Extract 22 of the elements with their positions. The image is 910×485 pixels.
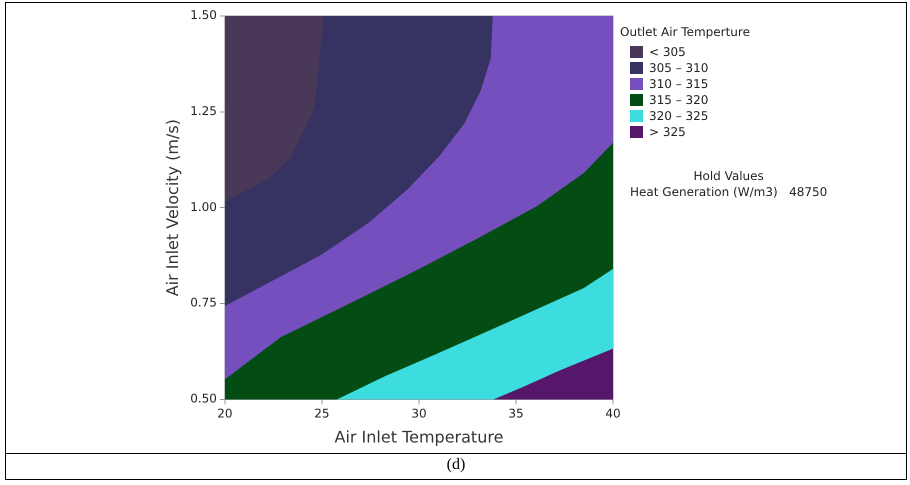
legend-label: 310 – 315 — [649, 77, 708, 91]
text: (d) — [446, 456, 466, 474]
legend-label: 320 – 325 — [649, 109, 708, 123]
x-tick-label: 25 — [314, 406, 330, 421]
y-tick-label: 0.50 — [190, 392, 217, 406]
y-axis-title: Air Inlet Velocity (m/s) — [162, 119, 182, 296]
y-tick-label: 0.75 — [190, 296, 217, 310]
x-tick-label: 20 — [217, 406, 233, 421]
legend-title: Outlet Air Temperture — [619, 24, 751, 40]
x-tick-label: 40 — [605, 406, 621, 421]
x-tick-label: 30 — [411, 406, 427, 421]
text: Heat Generation (W/m3) 48750 — [630, 184, 828, 200]
y-tick-label: 1.50 — [190, 8, 217, 22]
legend-label: < 305 — [649, 45, 686, 59]
legend-label: > 325 — [649, 125, 686, 139]
legend-label: 315 – 320 — [649, 93, 708, 107]
text: Hold Values — [692, 168, 765, 184]
x-axis-title: Air Inlet Temperature — [334, 428, 504, 447]
legend-label: 305 – 310 — [649, 61, 708, 75]
y-tick-label: 1.00 — [190, 200, 217, 214]
y-tick-label: 1.25 — [190, 104, 217, 118]
x-tick-label: 35 — [508, 406, 524, 421]
